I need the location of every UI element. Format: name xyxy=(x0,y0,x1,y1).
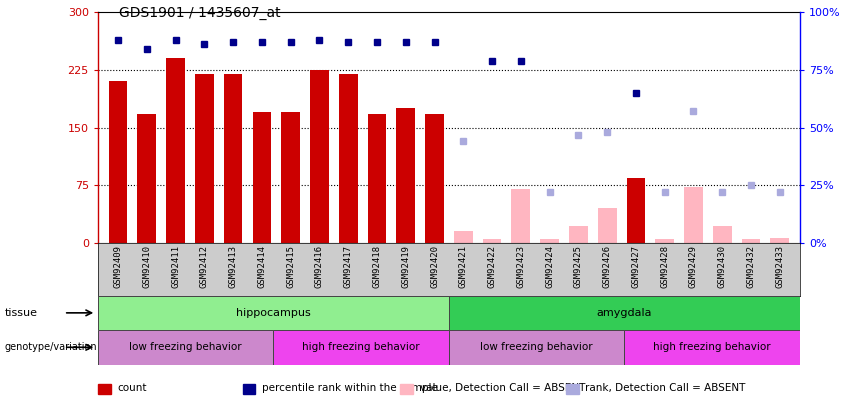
Text: GSM92430: GSM92430 xyxy=(717,245,727,288)
Text: hippocampus: hippocampus xyxy=(236,308,311,318)
Text: GDS1901 / 1435607_at: GDS1901 / 1435607_at xyxy=(119,6,281,20)
Bar xyxy=(310,70,328,243)
Text: GSM92423: GSM92423 xyxy=(517,245,525,288)
Text: GSM92414: GSM92414 xyxy=(257,245,266,288)
Bar xyxy=(137,114,156,243)
Bar xyxy=(253,112,271,243)
Text: GSM92424: GSM92424 xyxy=(545,245,554,288)
Bar xyxy=(655,239,674,243)
Bar xyxy=(625,330,800,364)
Text: rank, Detection Call = ABSENT: rank, Detection Call = ABSENT xyxy=(585,384,745,393)
Text: GSM92426: GSM92426 xyxy=(603,245,612,288)
Text: GSM92433: GSM92433 xyxy=(775,245,785,288)
Text: genotype/variation: genotype/variation xyxy=(4,342,97,352)
Bar xyxy=(109,81,128,243)
Text: GSM92409: GSM92409 xyxy=(113,245,123,288)
Text: GSM92420: GSM92420 xyxy=(430,245,439,288)
Text: GSM92422: GSM92422 xyxy=(488,245,497,288)
Bar xyxy=(368,114,386,243)
Bar xyxy=(98,330,273,364)
Bar xyxy=(569,226,588,243)
Bar xyxy=(98,296,449,330)
Bar xyxy=(540,239,559,243)
Text: high freezing behavior: high freezing behavior xyxy=(302,342,420,352)
Text: GSM92421: GSM92421 xyxy=(459,245,468,288)
Bar xyxy=(713,226,732,243)
Bar xyxy=(684,187,703,243)
Bar xyxy=(195,74,214,243)
Bar xyxy=(742,239,761,243)
Text: amygdala: amygdala xyxy=(597,308,652,318)
Bar xyxy=(273,330,448,364)
Text: GSM92417: GSM92417 xyxy=(344,245,352,288)
Bar xyxy=(597,208,616,243)
Text: GSM92416: GSM92416 xyxy=(315,245,324,288)
Bar xyxy=(397,108,415,243)
Bar xyxy=(454,232,472,243)
Text: GSM92419: GSM92419 xyxy=(401,245,410,288)
Text: GSM92425: GSM92425 xyxy=(574,245,583,288)
Text: GSM92410: GSM92410 xyxy=(142,245,151,288)
Text: percentile rank within the sample: percentile rank within the sample xyxy=(262,384,438,393)
Text: low freezing behavior: low freezing behavior xyxy=(480,342,593,352)
Bar xyxy=(339,74,357,243)
Bar xyxy=(483,239,501,243)
Bar xyxy=(449,296,800,330)
Text: GSM92427: GSM92427 xyxy=(631,245,641,288)
Text: GSM92432: GSM92432 xyxy=(746,245,756,288)
Text: GSM92415: GSM92415 xyxy=(286,245,295,288)
Text: count: count xyxy=(117,384,147,393)
Text: GSM92418: GSM92418 xyxy=(373,245,381,288)
Text: GSM92429: GSM92429 xyxy=(689,245,698,288)
Text: GSM92413: GSM92413 xyxy=(229,245,237,288)
Text: low freezing behavior: low freezing behavior xyxy=(129,342,242,352)
Bar xyxy=(626,177,645,243)
Text: GSM92428: GSM92428 xyxy=(660,245,669,288)
Text: value, Detection Call = ABSENT: value, Detection Call = ABSENT xyxy=(420,384,585,393)
Bar xyxy=(511,189,530,243)
Bar xyxy=(449,330,625,364)
Bar xyxy=(770,238,789,243)
Text: GSM92411: GSM92411 xyxy=(171,245,180,288)
Bar xyxy=(166,58,185,243)
Text: tissue: tissue xyxy=(4,308,37,318)
Text: GSM92412: GSM92412 xyxy=(200,245,208,288)
Bar xyxy=(224,74,243,243)
Bar xyxy=(426,115,444,243)
Bar xyxy=(282,112,300,243)
Text: high freezing behavior: high freezing behavior xyxy=(654,342,771,352)
